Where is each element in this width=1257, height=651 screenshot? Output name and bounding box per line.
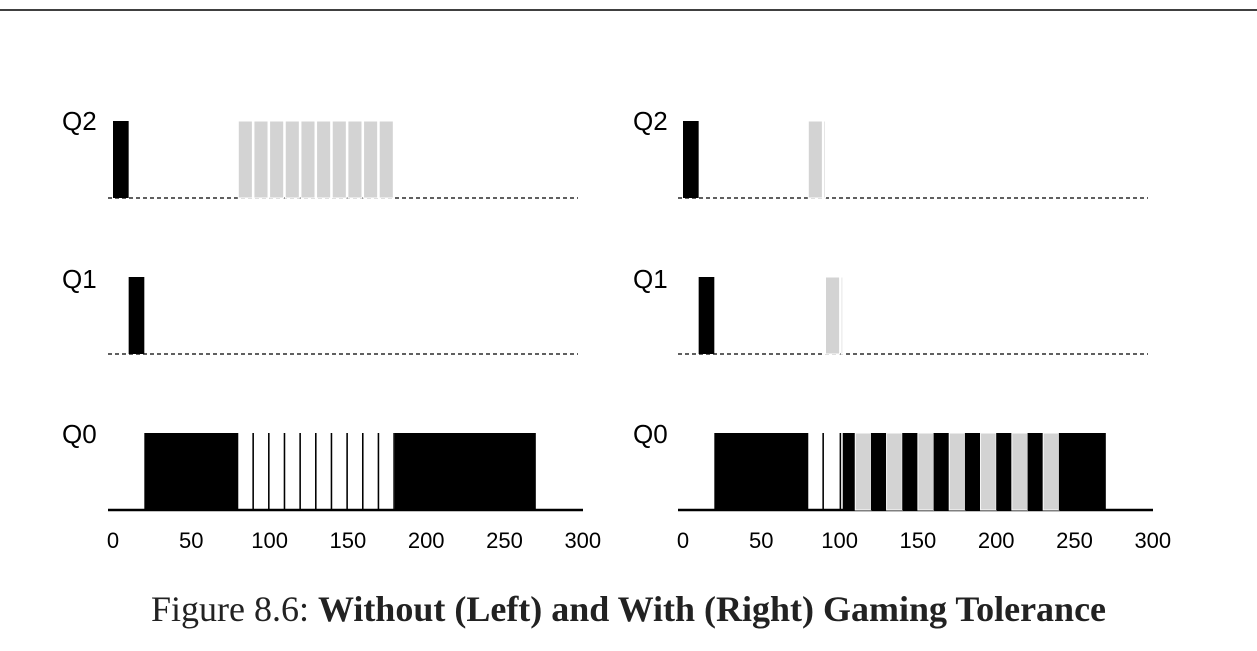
segment-a-q1-1 bbox=[128, 277, 145, 354]
segment-a-q0-10 bbox=[299, 433, 301, 510]
segment-b-q2-7 bbox=[269, 120, 285, 199]
figure-chart: Q2 Q1 Q0 0 50 100 150 200 250 300 Q2 Q1 Q0 0 50 100 150 2… bbox=[0, 9, 1257, 553]
segment-b-q2-5 bbox=[253, 120, 269, 199]
x-tick-label: 200 bbox=[978, 528, 1015, 553]
segment-b-q2-11 bbox=[300, 120, 316, 199]
segment-a-q0-6 bbox=[268, 433, 270, 510]
segment-b-q0-20 bbox=[1011, 432, 1029, 511]
segment-b-q0-22 bbox=[1042, 432, 1060, 511]
segment-a-q1-1 bbox=[698, 277, 715, 354]
x-tick-label: 0 bbox=[107, 528, 119, 553]
segment-a-q0-7 bbox=[839, 433, 842, 510]
segment-a-q0-16 bbox=[346, 433, 348, 510]
segment-a-q0-20 bbox=[377, 433, 380, 510]
segment-b-q2-15 bbox=[331, 120, 347, 199]
segment-b-q2-3 bbox=[807, 120, 823, 199]
segment-b-q2-21 bbox=[378, 120, 394, 199]
segment-b-q2-19 bbox=[363, 120, 379, 199]
segment-b-q2-5 bbox=[823, 120, 827, 199]
segment-a-q0-21 bbox=[1027, 433, 1044, 510]
x-tick-label: 100 bbox=[821, 528, 858, 553]
segment-b-q2-17 bbox=[347, 120, 363, 199]
segment-a-q0-22 bbox=[393, 433, 395, 510]
segment-a-q0-23 bbox=[1058, 433, 1106, 510]
segment-a-q0-2 bbox=[144, 433, 239, 510]
segment-a-q0-4 bbox=[252, 433, 254, 510]
x-tick-label: 300 bbox=[1134, 528, 1171, 553]
segment-a-q0-17 bbox=[964, 433, 981, 510]
caption-title: Without (Left) and With (Right) Gaming T… bbox=[317, 589, 1107, 629]
segment-a-q0-12 bbox=[315, 433, 317, 510]
segment-a-q0-11 bbox=[870, 433, 887, 510]
figure-caption: Figure 8.6: Without (Left) and With (Rig… bbox=[0, 588, 1257, 630]
x-tick-label: 150 bbox=[330, 528, 367, 553]
x-tick-label: 50 bbox=[749, 528, 773, 553]
segment-a-q2-0 bbox=[683, 121, 699, 198]
segment-b-q2-3 bbox=[237, 120, 253, 199]
queue-label-q0: Q0 bbox=[633, 419, 668, 449]
queue-label-q1: Q1 bbox=[62, 264, 97, 294]
x-tick-label: 300 bbox=[564, 528, 601, 553]
segment-a-q2-0 bbox=[113, 121, 129, 198]
segment-a-q0-19 bbox=[996, 433, 1012, 510]
queue-label-q0: Q0 bbox=[62, 419, 97, 449]
segment-b-q2-13 bbox=[316, 120, 332, 199]
segment-a-q0-23 bbox=[394, 433, 536, 510]
queue-label-q1: Q1 bbox=[633, 264, 668, 294]
queue-label-q2: Q2 bbox=[633, 106, 668, 136]
x-tick-label: 250 bbox=[486, 528, 523, 553]
segment-a-q0-8 bbox=[283, 433, 286, 510]
segment-a-q0-2 bbox=[714, 433, 809, 510]
segment-b-q1-6 bbox=[825, 276, 841, 355]
x-tick-label: 150 bbox=[900, 528, 937, 553]
segment-b-q0-12 bbox=[886, 432, 903, 511]
segment-b-q1-8 bbox=[840, 276, 844, 355]
segment-a-q0-4 bbox=[822, 433, 824, 510]
segment-b-q0-14 bbox=[917, 432, 935, 511]
x-tick-label: 250 bbox=[1056, 528, 1093, 553]
x-tick-label: 0 bbox=[677, 528, 689, 553]
segment-b-q0-16 bbox=[948, 432, 966, 511]
segment-a-q0-15 bbox=[933, 433, 950, 510]
segment-b-q2-9 bbox=[284, 120, 300, 199]
x-tick-label: 100 bbox=[251, 528, 288, 553]
x-tick-label: 200 bbox=[408, 528, 445, 553]
segment-a-q0-13 bbox=[902, 433, 918, 510]
segment-a-q0-18 bbox=[361, 433, 364, 510]
panel-right: Q2 Q1 Q0 0 50 100 150 200 250 300 bbox=[633, 106, 1171, 553]
caption-prefix: Figure 8.6: bbox=[150, 589, 318, 629]
segment-a-q0-9 bbox=[842, 433, 856, 510]
segment-b-q0-18 bbox=[980, 432, 997, 511]
segment-b-q0-10 bbox=[854, 432, 872, 511]
x-tick-label: 50 bbox=[179, 528, 203, 553]
queue-label-q2: Q2 bbox=[62, 106, 97, 136]
segment-a-q0-14 bbox=[330, 433, 333, 510]
panel-left: Q2 Q1 Q0 0 50 100 150 200 250 300 bbox=[62, 106, 601, 553]
